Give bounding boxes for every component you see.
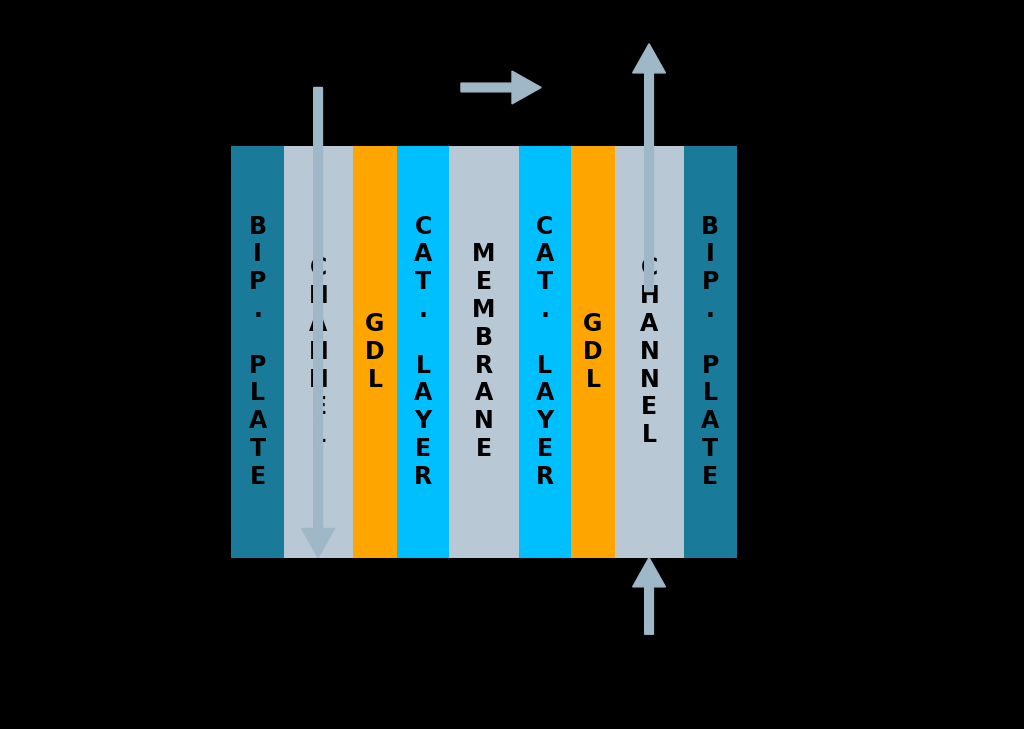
Bar [397,146,450,558]
Text: B
I
P
.
 
P
L
A
T
E: B I P . P L A T E [701,214,720,489]
Bar [518,146,571,558]
Bar [614,146,684,558]
Text: G
D
L: G D L [583,312,603,391]
Bar [684,146,736,558]
Bar [353,146,397,558]
Bar [231,146,284,558]
Text: C
A
T
.
 
L
A
Y
E
R: C A T . L A Y E R [536,214,554,489]
Bar [450,146,518,558]
Bar [284,146,353,558]
Bar [571,146,614,558]
Text: G
D
L: G D L [366,312,385,391]
Text: C
A
T
.
 
L
A
Y
E
R: C A T . L A Y E R [414,214,432,489]
FancyArrow shape [302,87,335,558]
Text: M
E
M
B
R
A
N
E: M E M B R A N E [472,243,496,461]
Text: C
H
A
N
N
E
L: C H A N N E L [640,257,659,447]
FancyArrow shape [461,71,541,104]
Text: B
I
P
.
 
P
L
A
T
E: B I P . P L A T E [249,214,266,489]
FancyArrow shape [633,558,666,634]
FancyArrow shape [633,44,666,292]
Text: C
H
A
N
N
E
L: C H A N N E L [308,257,329,447]
